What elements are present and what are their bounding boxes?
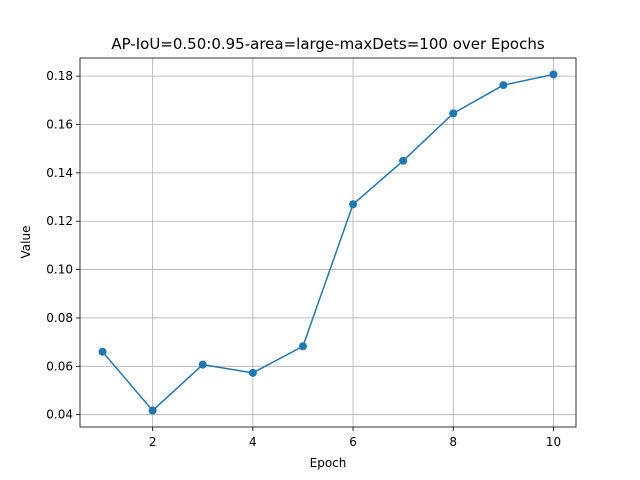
data-point bbox=[298, 342, 307, 351]
y-tick-label: 0.14 bbox=[46, 166, 73, 180]
x-axis-label: Epoch bbox=[310, 456, 347, 470]
data-point bbox=[148, 406, 157, 415]
plot-frame bbox=[79, 57, 577, 428]
y-tick-label: 0.12 bbox=[46, 214, 73, 228]
x-tick-label: 4 bbox=[249, 435, 257, 449]
data-point bbox=[198, 360, 207, 369]
chart-title: AP-IoU=0.50:0.95-area=large-maxDets=100 … bbox=[111, 35, 545, 53]
y-tick-label: 0.06 bbox=[46, 359, 73, 373]
data-point bbox=[499, 81, 508, 90]
data-point bbox=[449, 109, 458, 118]
y-tick-label: 0.16 bbox=[46, 117, 73, 131]
tick-layer: 2 4 6 8 10 0.04 0.06 0.08 0.10 0.12 0.14 0.16 0.18 bbox=[46, 69, 561, 449]
x-tick-label: 8 bbox=[449, 435, 457, 449]
data-point bbox=[98, 347, 107, 356]
x-tick-label: 6 bbox=[349, 435, 357, 449]
grid-layer bbox=[80, 58, 576, 427]
series-line bbox=[101, 73, 554, 412]
data-point bbox=[248, 368, 257, 377]
y-axis-label: Value bbox=[19, 226, 33, 259]
x-tick-label: 10 bbox=[546, 435, 561, 449]
y-tick-label: 0.04 bbox=[46, 408, 73, 422]
x-tick-label: 2 bbox=[149, 435, 157, 449]
data-point bbox=[399, 156, 408, 165]
data-point bbox=[549, 70, 558, 79]
y-tick-label: 0.18 bbox=[46, 69, 73, 83]
series-layer bbox=[98, 70, 558, 415]
y-tick-label: 0.10 bbox=[46, 263, 73, 277]
y-tick-label: 0.08 bbox=[46, 311, 73, 325]
data-point bbox=[349, 200, 358, 209]
